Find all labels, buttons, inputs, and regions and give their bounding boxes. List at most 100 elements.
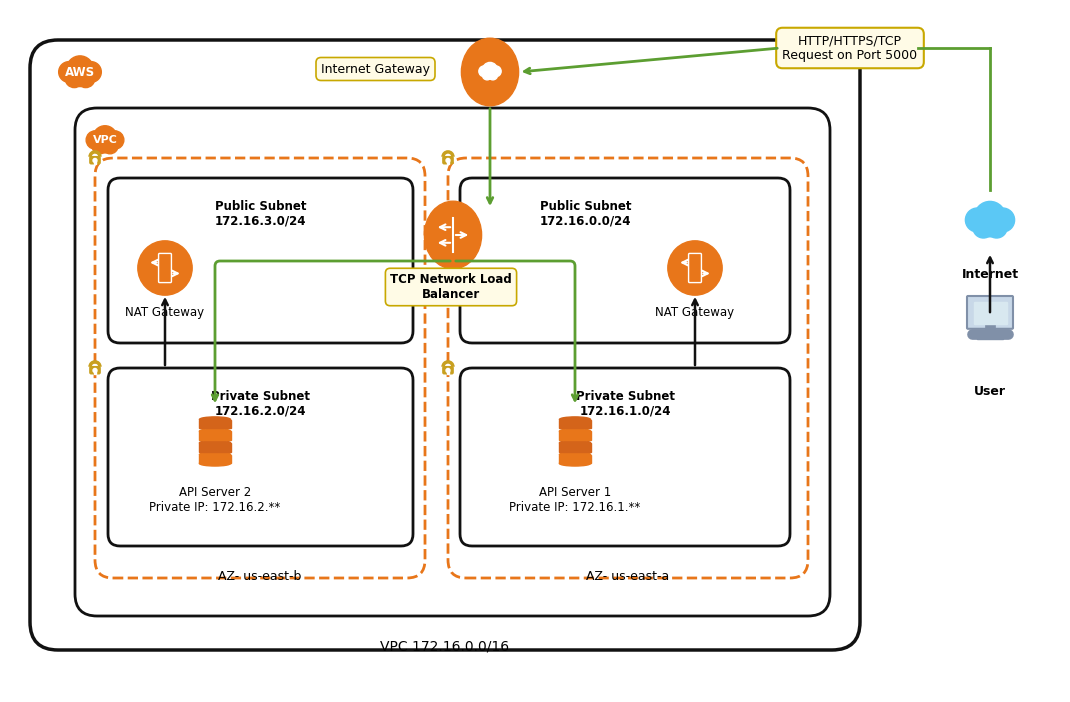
Text: TCP Network Load
Balancer: TCP Network Load Balancer	[391, 273, 511, 301]
Circle shape	[57, 60, 81, 84]
Circle shape	[80, 62, 102, 82]
Ellipse shape	[199, 452, 231, 457]
Ellipse shape	[560, 452, 591, 457]
Text: AWS: AWS	[65, 65, 95, 79]
Bar	[974, 302, 1007, 324]
Text: Private Subnet
172.16.1.0/24: Private Subnet 172.16.1.0/24	[576, 390, 674, 418]
Circle shape	[100, 135, 120, 156]
Text: API Server 1
Private IP: 172.16.1.**: API Server 1 Private IP: 172.16.1.**	[509, 486, 641, 514]
Circle shape	[446, 369, 450, 373]
Circle shape	[78, 60, 104, 84]
Ellipse shape	[138, 241, 193, 295]
Ellipse shape	[560, 461, 591, 466]
Ellipse shape	[668, 241, 722, 295]
Circle shape	[93, 159, 97, 162]
FancyBboxPatch shape	[442, 366, 454, 374]
Bar	[199, 455, 231, 463]
Circle shape	[63, 67, 86, 90]
Bar	[447, 371, 449, 374]
Ellipse shape	[199, 461, 231, 466]
Circle shape	[490, 66, 501, 77]
Text: AZ- us-east-b: AZ- us-east-b	[218, 570, 302, 583]
Circle shape	[106, 131, 124, 150]
FancyBboxPatch shape	[89, 156, 101, 164]
Circle shape	[991, 208, 1014, 232]
Circle shape	[75, 67, 96, 90]
Circle shape	[485, 69, 495, 79]
Bar	[94, 161, 96, 164]
Ellipse shape	[461, 38, 519, 106]
Text: Public Subnet
172.16.0.0/24: Public Subnet 172.16.0.0/24	[539, 200, 631, 228]
Circle shape	[987, 217, 1007, 238]
Circle shape	[970, 215, 996, 240]
Text: HTTP/HTTPS/TCP
Request on Port 5000: HTTP/HTTPS/TCP Request on Port 5000	[782, 34, 918, 62]
Circle shape	[64, 54, 95, 85]
Circle shape	[965, 208, 990, 232]
Text: Private Subnet
172.16.2.0/24: Private Subnet 172.16.2.0/24	[211, 390, 310, 418]
Text: VPC: VPC	[93, 135, 118, 145]
Circle shape	[65, 69, 83, 88]
Circle shape	[90, 135, 110, 156]
FancyBboxPatch shape	[442, 156, 454, 164]
FancyBboxPatch shape	[75, 108, 830, 616]
FancyBboxPatch shape	[108, 178, 413, 343]
Circle shape	[93, 369, 97, 373]
Text: AZ- us-east-a: AZ- us-east-a	[586, 570, 670, 583]
Circle shape	[479, 66, 490, 77]
Circle shape	[989, 206, 1016, 234]
Circle shape	[92, 138, 108, 154]
Circle shape	[87, 131, 105, 150]
Ellipse shape	[199, 440, 231, 446]
Circle shape	[66, 56, 93, 83]
Circle shape	[483, 62, 498, 77]
Bar	[199, 431, 231, 440]
Circle shape	[979, 214, 1002, 237]
Text: NAT Gateway: NAT Gateway	[125, 306, 204, 319]
Text: API Server 2
Private IP: 172.16.2.**: API Server 2 Private IP: 172.16.2.**	[150, 486, 280, 514]
Text: Public Subnet
172.16.3.0/24: Public Subnet 172.16.3.0/24	[215, 200, 306, 228]
Circle shape	[973, 199, 1008, 234]
Text: User: User	[974, 385, 1006, 398]
Bar	[447, 161, 449, 164]
Circle shape	[973, 217, 994, 238]
Ellipse shape	[560, 429, 591, 434]
Circle shape	[77, 69, 95, 88]
Ellipse shape	[425, 201, 482, 269]
Circle shape	[984, 215, 1009, 240]
Circle shape	[71, 67, 90, 86]
FancyBboxPatch shape	[89, 366, 101, 374]
Text: VPC 172.16.0.0/16: VPC 172.16.0.0/16	[381, 640, 509, 654]
Circle shape	[488, 70, 498, 80]
FancyBboxPatch shape	[967, 296, 1013, 329]
Bar	[560, 431, 591, 440]
Circle shape	[446, 159, 450, 162]
Text: NAT Gateway: NAT Gateway	[656, 306, 735, 319]
Circle shape	[68, 65, 92, 88]
Bar	[560, 443, 591, 451]
Bar	[560, 455, 591, 463]
Bar	[560, 420, 591, 428]
Circle shape	[85, 128, 107, 151]
Circle shape	[96, 135, 113, 153]
Circle shape	[91, 124, 119, 152]
Ellipse shape	[560, 417, 591, 422]
FancyBboxPatch shape	[158, 253, 171, 283]
Circle shape	[483, 70, 492, 80]
Ellipse shape	[560, 440, 591, 446]
FancyBboxPatch shape	[460, 178, 790, 343]
Bar	[199, 443, 231, 451]
Circle shape	[102, 138, 118, 154]
FancyBboxPatch shape	[460, 368, 790, 546]
Bar	[199, 420, 231, 428]
Circle shape	[93, 126, 117, 150]
Ellipse shape	[199, 429, 231, 434]
Circle shape	[975, 201, 1006, 232]
Bar	[977, 336, 1004, 339]
Circle shape	[94, 133, 116, 155]
Circle shape	[963, 206, 992, 234]
Ellipse shape	[199, 417, 231, 422]
Bar	[94, 371, 96, 374]
Text: Internet Gateway: Internet Gateway	[321, 62, 430, 76]
Text: Internet: Internet	[962, 268, 1019, 281]
FancyBboxPatch shape	[108, 368, 413, 546]
